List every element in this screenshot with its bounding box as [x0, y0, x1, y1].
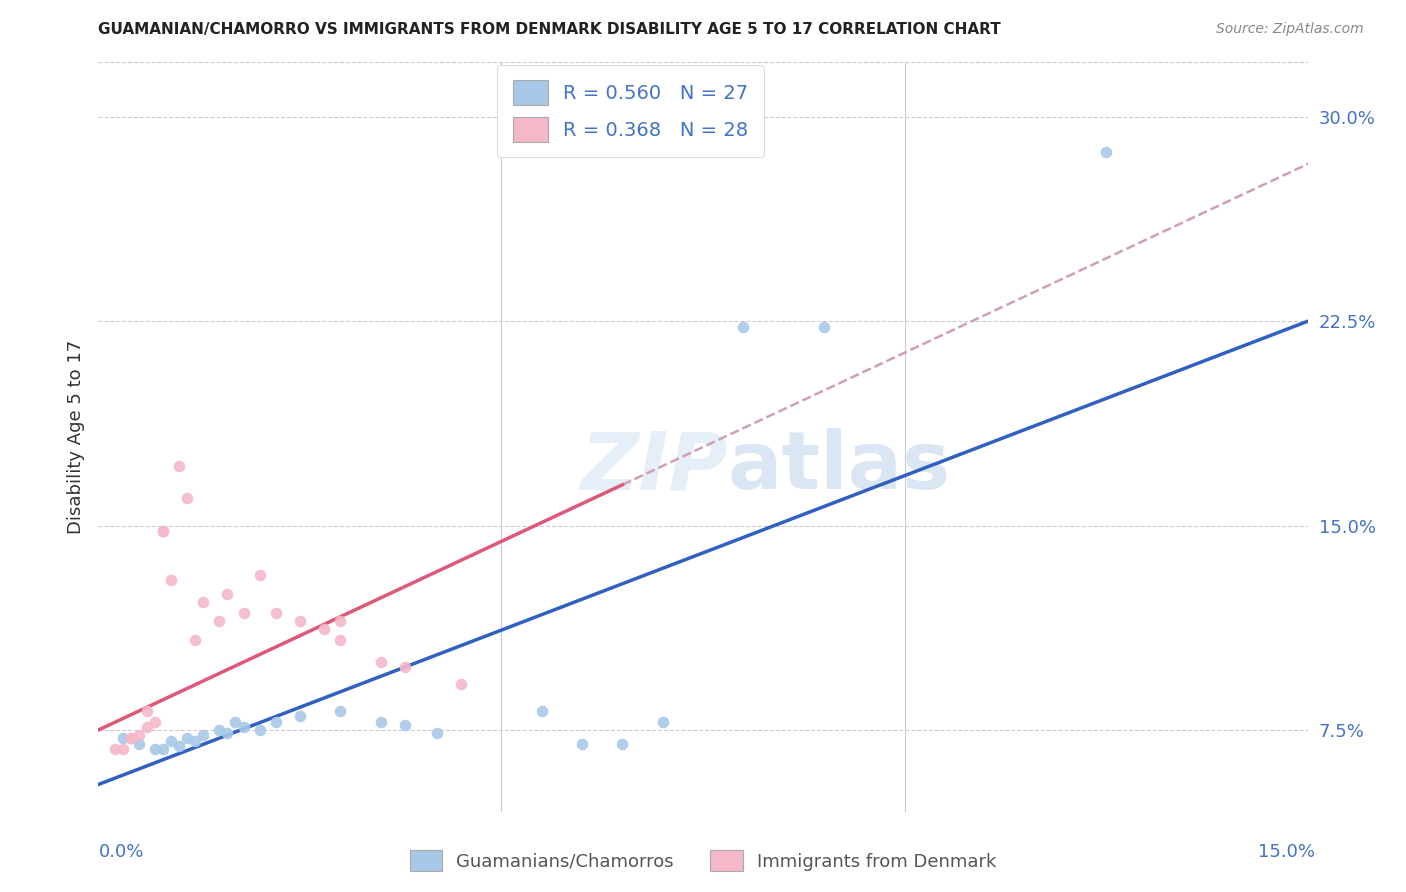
- Point: [394, 717, 416, 731]
- Point: [135, 720, 157, 734]
- Text: Source: ZipAtlas.com: Source: ZipAtlas.com: [1216, 22, 1364, 37]
- Point: [264, 714, 287, 729]
- Point: [160, 734, 183, 748]
- Text: GUAMANIAN/CHAMORRO VS IMMIGRANTS FROM DENMARK DISABILITY AGE 5 TO 17 CORRELATION: GUAMANIAN/CHAMORRO VS IMMIGRANTS FROM DE…: [98, 22, 1001, 37]
- Point: [232, 606, 254, 620]
- Point: [120, 731, 142, 746]
- Point: [176, 491, 198, 506]
- Text: 15.0%: 15.0%: [1257, 843, 1315, 861]
- Point: [167, 458, 190, 473]
- Legend: R = 0.560   N = 27, R = 0.368   N = 28: R = 0.560 N = 27, R = 0.368 N = 28: [498, 64, 763, 157]
- Point: [224, 714, 246, 729]
- Point: [530, 813, 553, 827]
- Point: [135, 704, 157, 718]
- Point: [314, 622, 336, 636]
- Point: [249, 723, 271, 737]
- Point: [152, 524, 174, 538]
- Point: [143, 742, 166, 756]
- Point: [103, 742, 125, 756]
- Point: [143, 714, 166, 729]
- Point: [612, 737, 634, 751]
- Point: [329, 633, 352, 648]
- Point: [160, 573, 183, 587]
- Point: [128, 737, 150, 751]
- Point: [370, 655, 392, 669]
- Point: [288, 614, 311, 628]
- Point: [184, 633, 207, 648]
- Point: [426, 725, 449, 739]
- Y-axis label: Disability Age 5 to 17: Disability Age 5 to 17: [66, 340, 84, 534]
- Point: [120, 731, 142, 746]
- Point: [394, 660, 416, 674]
- Text: atlas: atlas: [727, 428, 950, 506]
- Point: [1095, 145, 1118, 160]
- Point: [249, 567, 271, 582]
- Point: [288, 709, 311, 723]
- Point: [264, 606, 287, 620]
- Point: [329, 614, 352, 628]
- Text: 0.0%: 0.0%: [98, 843, 143, 861]
- Point: [813, 319, 835, 334]
- Point: [111, 742, 134, 756]
- Point: [370, 714, 392, 729]
- Point: [530, 704, 553, 718]
- Point: [152, 742, 174, 756]
- Point: [193, 728, 215, 742]
- Point: [450, 676, 472, 690]
- Point: [111, 731, 134, 746]
- Point: [232, 720, 254, 734]
- Point: [128, 728, 150, 742]
- Point: [152, 524, 174, 538]
- Point: [329, 704, 352, 718]
- Point: [167, 739, 190, 754]
- Point: [651, 714, 673, 729]
- Text: ZIP: ZIP: [579, 428, 727, 506]
- Point: [208, 614, 231, 628]
- Point: [184, 734, 207, 748]
- Legend: Guamanians/Chamorros, Immigrants from Denmark: Guamanians/Chamorros, Immigrants from De…: [402, 843, 1004, 879]
- Point: [217, 587, 239, 601]
- Point: [571, 737, 593, 751]
- Point: [733, 319, 755, 334]
- Point: [208, 723, 231, 737]
- Point: [176, 731, 198, 746]
- Point: [193, 595, 215, 609]
- Point: [217, 725, 239, 739]
